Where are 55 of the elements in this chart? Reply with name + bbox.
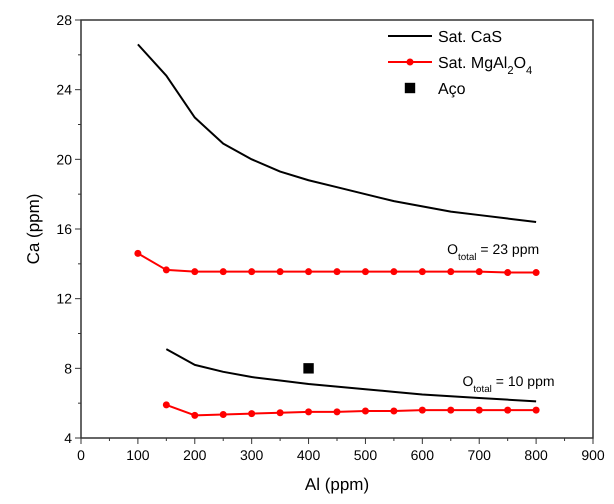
annotation: O$_{total}$ = 23 ppm	[447, 241, 540, 263]
point	[390, 408, 398, 415]
legend-label: Sat. MgAl$_{2}$O$_{4}$	[438, 55, 532, 77]
point	[276, 268, 284, 276]
point	[362, 268, 369, 276]
y-tick-label: 8	[64, 360, 72, 376]
x-tick-label: 400	[296, 447, 320, 463]
point	[305, 408, 312, 416]
y-tick-label: 24	[56, 82, 72, 98]
point	[162, 401, 170, 408]
point	[532, 406, 540, 414]
y-tick-label: 12	[56, 290, 72, 307]
x-tick-label: 300	[240, 447, 264, 463]
y-axis-title: Ca (ppm)	[24, 194, 43, 264]
point	[248, 268, 256, 276]
x-tick-label: 700	[468, 447, 492, 463]
y-tick-label: 20	[56, 151, 72, 168]
point	[447, 268, 454, 276]
point	[476, 268, 483, 276]
point	[362, 408, 369, 415]
point	[248, 410, 256, 418]
x-tick-label: 200	[183, 447, 207, 463]
point	[447, 406, 454, 414]
x-tick-label: 600	[410, 447, 434, 463]
point	[220, 410, 227, 418]
point	[220, 268, 227, 276]
x-tick-label: 900	[581, 447, 605, 463]
y-tick-label: 28	[56, 12, 72, 28]
y-tick-label: 16	[56, 221, 72, 237]
point	[162, 266, 170, 274]
legend-label: Aço	[438, 81, 466, 98]
point	[276, 409, 284, 416]
point	[504, 269, 512, 276]
point	[334, 408, 340, 416]
point	[191, 412, 198, 419]
point	[390, 268, 398, 276]
point	[305, 268, 312, 276]
x-tick-label: 500	[354, 447, 378, 463]
legend-label: Sat. CaS	[438, 29, 502, 46]
point	[134, 250, 142, 257]
point	[191, 268, 198, 276]
point	[476, 406, 483, 414]
x-tick-label: 0	[77, 447, 86, 463]
point	[303, 363, 314, 374]
line-series	[136, 43, 538, 224]
point	[418, 406, 426, 414]
point	[504, 406, 512, 414]
x-tick-label: 800	[524, 447, 548, 463]
point	[334, 268, 340, 276]
point	[532, 269, 540, 276]
annotation: O$_{total}$ = 10 ppm	[462, 372, 555, 394]
x-axis-title: Al (ppm)	[304, 475, 370, 494]
x-tick-label: 100	[126, 447, 150, 463]
y-tick-label: 4	[64, 430, 72, 446]
point	[418, 268, 426, 276]
